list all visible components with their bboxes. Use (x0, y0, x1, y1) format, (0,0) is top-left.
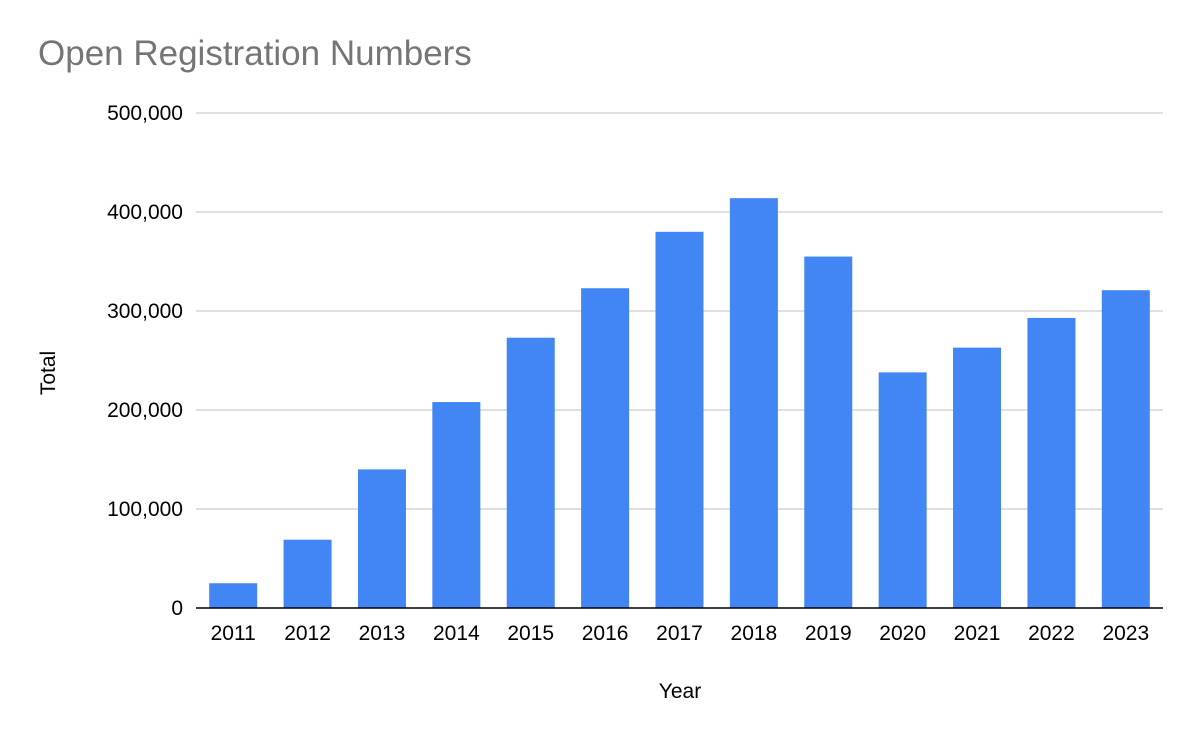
bars (209, 198, 1150, 609)
x-tick-label: 2016 (582, 622, 629, 645)
x-tick-label: 2019 (805, 622, 852, 645)
x-tick-label: 2018 (731, 622, 778, 645)
bar-2011 (209, 583, 258, 608)
bar-2020 (878, 372, 927, 608)
bar-2012 (283, 539, 332, 608)
y-axis-title: Total (37, 351, 60, 395)
bar-2015 (506, 337, 555, 608)
bar-2021 (953, 347, 1002, 608)
y-tick-label: 100,000 (107, 498, 183, 521)
bar-2013 (357, 469, 406, 608)
y-tick-label: 0 (171, 597, 183, 620)
x-tick-label: 2017 (656, 622, 703, 645)
bar-2022 (1027, 317, 1076, 608)
x-tick-labels: 2011 2012 2013 2014 2015 2016 2017 2018 2019 2020… (211, 622, 1150, 645)
x-tick-label: 2022 (1028, 622, 1075, 645)
x-tick-label: 2020 (879, 622, 926, 645)
bar-2023 (1101, 290, 1150, 608)
x-axis-title: Year (659, 680, 701, 703)
y-tick-label: 200,000 (107, 399, 183, 422)
x-tick-label: 2023 (1102, 622, 1149, 645)
chart-title: Open Registration Numbers (38, 34, 472, 73)
x-tick-label: 2014 (433, 622, 480, 645)
x-tick-label: 2011 (211, 622, 256, 645)
bar-2018 (729, 198, 778, 608)
y-tick-label: 500,000 (107, 102, 183, 125)
y-tick-label: 300,000 (107, 300, 183, 323)
x-tick-label: 2012 (284, 622, 331, 645)
y-tick-labels: 0 100,000 200,000 300,000 400,000 500,000 (107, 102, 183, 620)
x-tick-label: 2015 (507, 622, 554, 645)
bar-2016 (581, 288, 630, 608)
bar-2014 (432, 402, 481, 608)
x-tick-label: 2021 (954, 622, 1001, 645)
x-tick-label: 2013 (359, 622, 406, 645)
y-tick-label: 400,000 (107, 201, 183, 224)
bar-2019 (804, 256, 853, 608)
bar-2017 (655, 231, 704, 609)
